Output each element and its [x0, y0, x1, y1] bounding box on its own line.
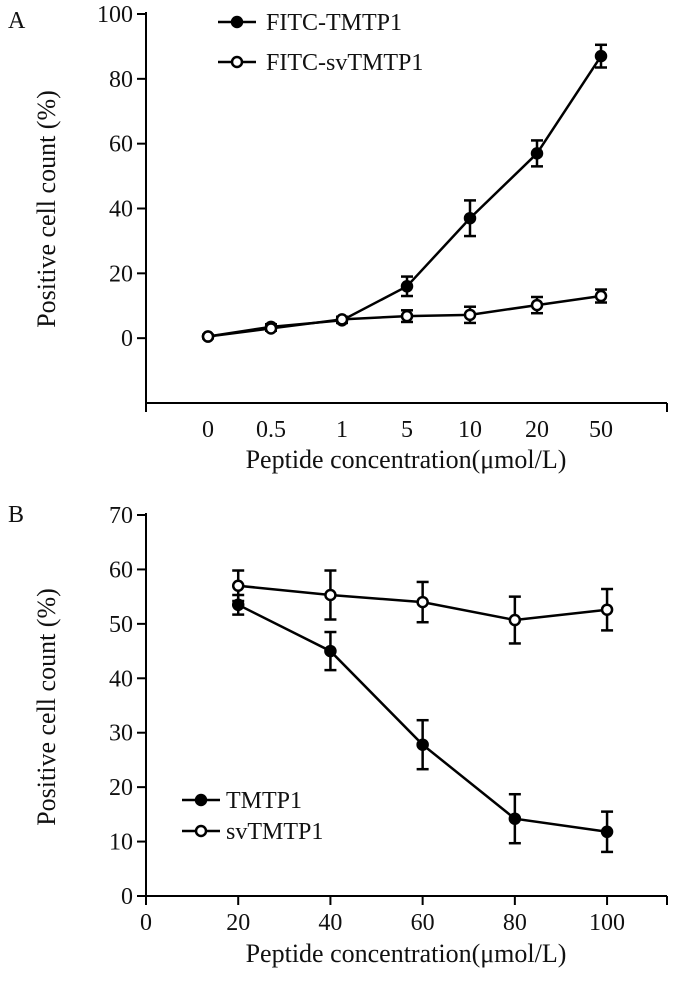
- panel-label: A: [8, 8, 26, 34]
- y-tick-label: 60: [109, 557, 133, 583]
- data-point-svTMTP1: [324, 588, 337, 602]
- x-axis-title: Peptide concentration(μmol/L): [246, 939, 567, 968]
- x-tick-label: 1: [336, 417, 348, 443]
- y-axis-title: Positive cell count (%): [32, 90, 61, 328]
- data-point-svTMTP1: [231, 579, 245, 593]
- y-tick-label: 80: [109, 67, 133, 93]
- data-point-TMTP1: [600, 825, 614, 839]
- y-tick-label: 50: [109, 612, 133, 638]
- x-tick-label: 80: [503, 910, 527, 936]
- legend-label: FITC-TMTP1: [266, 10, 402, 36]
- data-point-FITC-svTMTP1: [594, 289, 608, 303]
- y-tick-label: 10: [109, 830, 133, 856]
- y-tick-label: 40: [109, 197, 133, 223]
- x-tick-label: 20: [226, 910, 250, 936]
- y-tick-label: 30: [109, 721, 133, 747]
- x-tick-label: 0.5: [256, 417, 286, 443]
- legend-marker: [194, 824, 208, 838]
- legend-marker: [230, 55, 244, 69]
- x-tick-label: 5: [401, 417, 413, 443]
- legend-label: FITC-svTMTP1: [266, 50, 423, 76]
- panel-label: B: [8, 502, 24, 528]
- x-tick-label: 40: [318, 910, 342, 936]
- data-point-svTMTP1: [600, 603, 614, 616]
- x-tick-label: 20: [525, 417, 549, 443]
- data-point-TMTP1: [416, 738, 429, 751]
- data-point-FITC-TMTP1: [400, 280, 414, 293]
- x-tick-label: 60: [411, 910, 435, 936]
- data-point-FITC-TMTP1: [530, 147, 544, 160]
- data-point-FITC-TMTP1: [594, 49, 608, 63]
- data-point-FITC-svTMTP1: [400, 309, 414, 323]
- series-line-FITC-TMTP1: [207, 55, 603, 338]
- data-point-svTMTP1: [508, 613, 522, 627]
- y-tick-label: 20: [109, 775, 133, 801]
- y-axis-title: Positive cell count (%): [32, 588, 61, 826]
- x-tick-label: 100: [589, 910, 625, 936]
- x-tick-label: 10: [458, 417, 482, 443]
- x-tick-label: 0: [202, 417, 214, 443]
- y-tick-label: 60: [109, 132, 133, 158]
- y-tick-label: 0: [121, 326, 133, 352]
- legend-label: svTMTP1: [226, 819, 323, 845]
- data-point-FITC-TMTP1: [463, 211, 477, 225]
- y-tick-label: 20: [109, 261, 133, 287]
- data-point-FITC-svTMTP1: [463, 308, 477, 322]
- data-point-TMTP1: [324, 644, 337, 658]
- legend-marker: [230, 15, 244, 29]
- legend-label: TMTP1: [226, 788, 302, 814]
- y-tick-label: 100: [97, 2, 133, 28]
- y-tick-label: 40: [109, 666, 133, 692]
- data-point-FITC-svTMTP1: [530, 298, 544, 312]
- data-point-FITC-svTMTP1: [335, 313, 349, 326]
- data-point-svTMTP1: [416, 595, 429, 609]
- y-tick-label: 70: [109, 503, 133, 529]
- data-point-FITC-svTMTP1: [201, 330, 215, 343]
- data-point-TMTP1: [508, 812, 522, 825]
- y-tick-label: 0: [121, 884, 133, 910]
- x-axis-title: Peptide concentration(μmol/L): [246, 445, 567, 474]
- data-point-FITC-svTMTP1: [264, 322, 278, 335]
- x-tick-label: 0: [140, 910, 152, 936]
- x-tick-label: 50: [589, 417, 613, 443]
- legend-marker: [194, 793, 208, 807]
